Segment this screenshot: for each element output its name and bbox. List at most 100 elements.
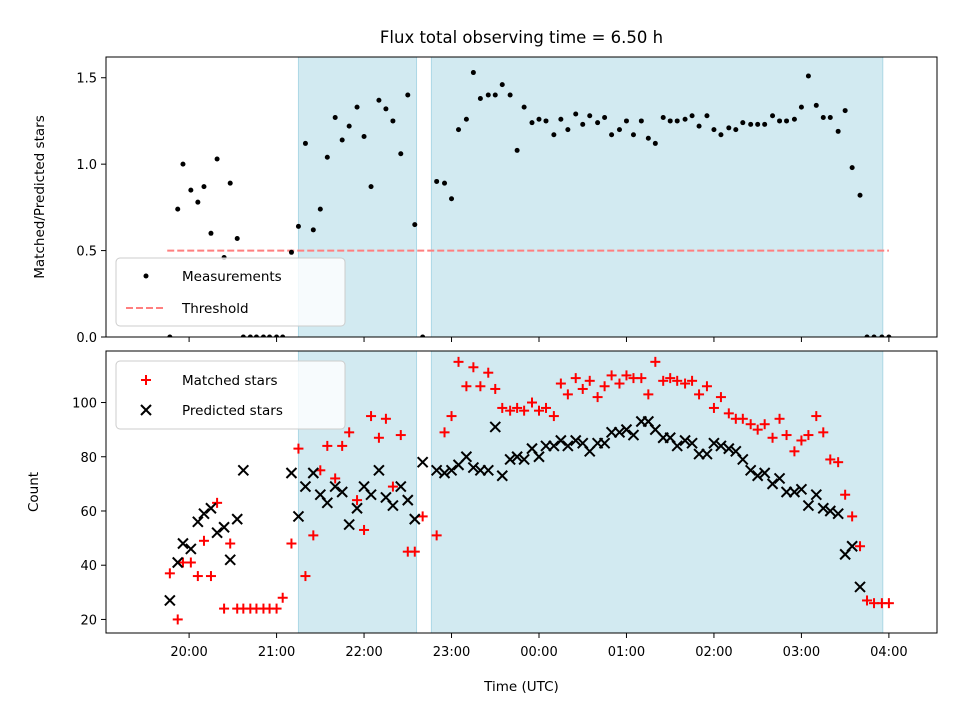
predicted-stars-point — [198, 507, 210, 520]
measurement-point — [879, 334, 885, 337]
matched-stars-point — [468, 362, 479, 373]
measurement-point — [253, 334, 259, 337]
x-tick-label: 03:00 — [783, 645, 820, 660]
legend-predicted-marker — [140, 404, 152, 416]
measurement-point — [507, 92, 513, 98]
measurement-point — [412, 222, 418, 228]
bottom-axes-frame — [105, 350, 938, 634]
matched-stars-point — [781, 430, 792, 441]
legend-measurements-label: Measurements — [182, 269, 282, 285]
matched-stars-point — [205, 571, 216, 582]
matched-stars-point — [344, 427, 355, 438]
matched-stars-point — [212, 497, 223, 508]
measurement-point — [267, 334, 273, 337]
measurement-point — [521, 104, 527, 110]
predicted-stars-point — [365, 489, 377, 501]
matched-stars-point — [811, 411, 822, 422]
measurement-point — [167, 334, 173, 337]
matched-stars-point — [548, 411, 559, 422]
predicted-stars-point — [802, 499, 815, 512]
measurement-point — [805, 73, 811, 79]
measurement-point — [247, 334, 253, 337]
measurement-point — [616, 127, 622, 133]
measurement-point — [565, 127, 571, 133]
y-tick-label: 80 — [80, 451, 97, 466]
measurement-point — [718, 132, 724, 138]
predicted-stars-point — [224, 554, 236, 566]
predicted-stars-point — [766, 478, 779, 490]
predicted-stars-point — [715, 440, 727, 452]
predicted-stars-point — [562, 440, 574, 452]
predicted-stars-point — [701, 448, 713, 460]
predicted-stars-point — [343, 518, 355, 531]
measurement-point — [302, 140, 308, 146]
measurement-point — [499, 82, 505, 88]
y-tick-label: 100 — [72, 397, 97, 412]
matched-stars-point — [453, 356, 464, 367]
measurement-point — [726, 125, 732, 131]
measurement-point — [234, 235, 240, 241]
predicted-stars-point — [205, 502, 217, 514]
measurement-point — [660, 114, 666, 120]
predicted-stars-point — [751, 470, 764, 482]
matched-stars-point — [322, 440, 333, 451]
legend-measurements-marker — [143, 273, 149, 279]
measurement-point — [623, 118, 629, 124]
measurement-point — [573, 111, 579, 117]
y-tick-label: 40 — [80, 559, 97, 574]
matched-stars-point — [650, 356, 661, 367]
matched-stars-point — [446, 411, 457, 422]
measurement-point — [777, 118, 783, 124]
measurement-point — [827, 114, 833, 120]
predicted-stars-point — [467, 461, 480, 474]
measurement-point — [442, 180, 448, 186]
matched-stars-point — [833, 457, 844, 468]
predicted-stars-point — [518, 453, 530, 466]
legend-predicted-label: Predicted stars — [182, 403, 283, 419]
top-panel: 0.0 0.5 1.0 1.5 Flux total observing time =… — [32, 28, 938, 346]
matched-stars-point — [198, 535, 209, 546]
matched-stars-point — [409, 546, 420, 557]
predicted-stars-point — [613, 426, 626, 439]
measurement-point — [587, 113, 593, 119]
matched-stars-point — [359, 524, 370, 535]
measurement-point — [398, 151, 404, 157]
predicted-stars-point — [373, 464, 385, 477]
measurement-point — [857, 192, 863, 198]
measurement-point — [770, 113, 776, 119]
measurement-point — [580, 121, 586, 127]
matched-stars-point — [737, 413, 748, 424]
measurement-point — [477, 95, 483, 101]
measurement-point — [835, 128, 841, 134]
matched-stars-point — [225, 538, 236, 549]
measurement-point — [755, 121, 761, 127]
measurement-point — [682, 116, 688, 122]
matched-stars-point — [185, 557, 196, 568]
matched-stars-point — [592, 392, 603, 403]
predicted-stars-point — [737, 453, 749, 466]
measurement-point — [536, 116, 542, 122]
predicted-stars-point — [824, 505, 836, 517]
top-legend: Measurements Threshold — [115, 257, 346, 327]
predicted-stars-point — [445, 464, 458, 477]
top-data-marks — [167, 70, 892, 337]
measurement-point — [791, 116, 797, 122]
x-tick-label: 20:00 — [170, 645, 207, 660]
x-tick-label: 01:00 — [608, 645, 645, 660]
matched-stars-point — [883, 598, 894, 609]
predicted-stars-point — [810, 489, 822, 501]
predicted-stars-point — [854, 581, 866, 593]
predicted-stars-point — [292, 510, 305, 523]
bottom-ticks: 20 40 60 80 100 20:00 21:00 22:00 23:00 00:00 01:0… — [72, 397, 907, 660]
measurement-point — [733, 127, 739, 133]
measurement-point — [645, 135, 651, 141]
predicted-stars-point — [708, 437, 720, 449]
matched-stars-point — [540, 402, 551, 413]
measurement-point — [274, 334, 280, 337]
matched-stars-point — [555, 378, 566, 389]
measurement-point — [346, 123, 352, 129]
matched-stars-point — [373, 432, 384, 443]
matched-stars-point — [461, 381, 472, 392]
matched-stars-point — [271, 603, 282, 614]
predicted-stars-point — [336, 486, 348, 498]
